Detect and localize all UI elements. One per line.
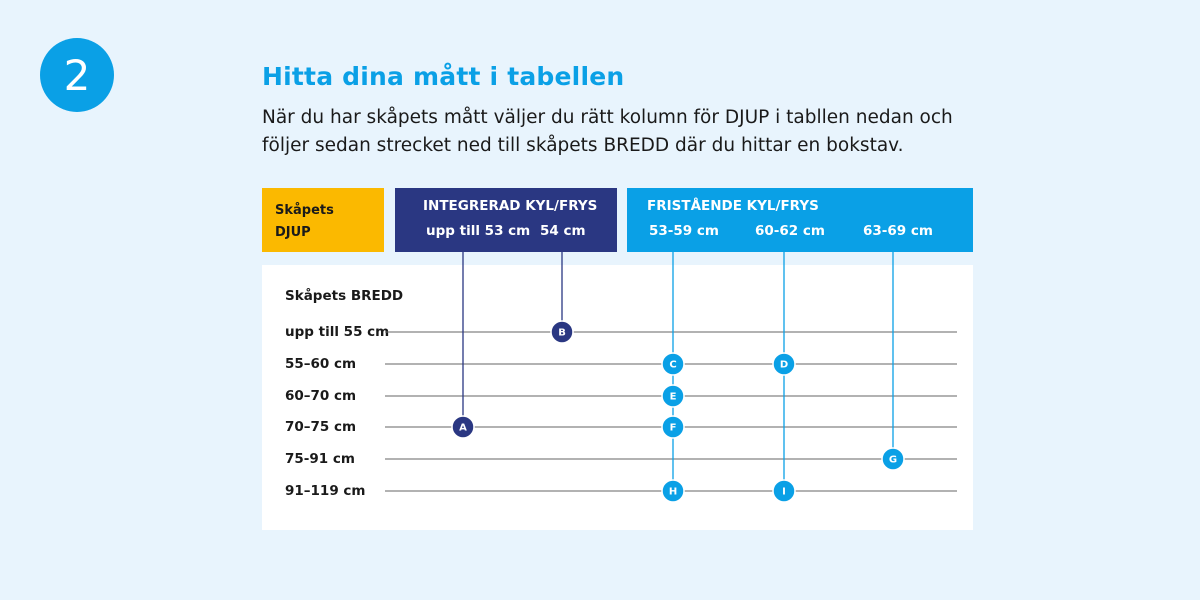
- step-number-badge: 2: [40, 38, 114, 112]
- row-label-6: 91–119 cm: [285, 483, 366, 499]
- column-header-fri-1: 53-59 cm: [649, 223, 719, 239]
- intro-text: När du har skåpets mått väljer du rätt k…: [262, 107, 953, 156]
- marker-a: [451, 415, 475, 439]
- column-header-integ-2: 54 cm: [540, 223, 586, 239]
- marker-label-g: G: [889, 455, 897, 466]
- integrated-header: INTEGRERAD KYL/FRYS upp till 53 cm 54 cm: [395, 188, 617, 252]
- marker-e: [661, 384, 685, 408]
- marker-b: [550, 320, 574, 344]
- marker-label-d: D: [780, 360, 788, 371]
- column-header-fri-3: 63-69 cm: [863, 223, 933, 239]
- marker-g: [881, 447, 905, 471]
- column-header-integ-1: upp till 53 cm: [426, 223, 531, 239]
- row-label-2: 55–60 cm: [285, 356, 357, 372]
- marker-f: [661, 415, 685, 439]
- freestanding-header-title: FRISTÅENDE KYL/FRYS: [647, 198, 819, 214]
- marker-label-i: I: [782, 487, 786, 498]
- row-label-5: 75-91 cm: [285, 451, 355, 467]
- marker-label-e: E: [670, 392, 677, 403]
- marker-label-a: A: [459, 423, 467, 434]
- freestanding-header: FRISTÅENDE KYL/FRYS 53-59 cm 60-62 cm 63…: [627, 188, 973, 252]
- row-label-4: 70–75 cm: [285, 419, 357, 435]
- marker-label-f: F: [670, 423, 677, 434]
- marker-i: [772, 479, 796, 503]
- marker-label-b: B: [558, 328, 566, 339]
- marker-c: [661, 352, 685, 376]
- marker-label-h: H: [669, 487, 677, 498]
- integrated-header-title: INTEGRERAD KYL/FRYS: [423, 198, 598, 214]
- row-label-1: upp till 55 cm: [285, 324, 390, 340]
- row-label-3: 60–70 cm: [285, 388, 357, 404]
- marker-h: [661, 479, 685, 503]
- depth-header: Skåpets DJUP: [262, 188, 384, 252]
- depth-header-label: Skåpets DJUP: [275, 203, 334, 240]
- marker-label-c: C: [669, 360, 676, 371]
- column-header-fri-2: 60-62 cm: [755, 223, 825, 239]
- size-table-panel: [262, 265, 973, 530]
- width-label: Skåpets BREDD: [285, 288, 404, 304]
- marker-d: [772, 352, 796, 376]
- page-title: Hitta dina mått i tabellen: [262, 62, 625, 91]
